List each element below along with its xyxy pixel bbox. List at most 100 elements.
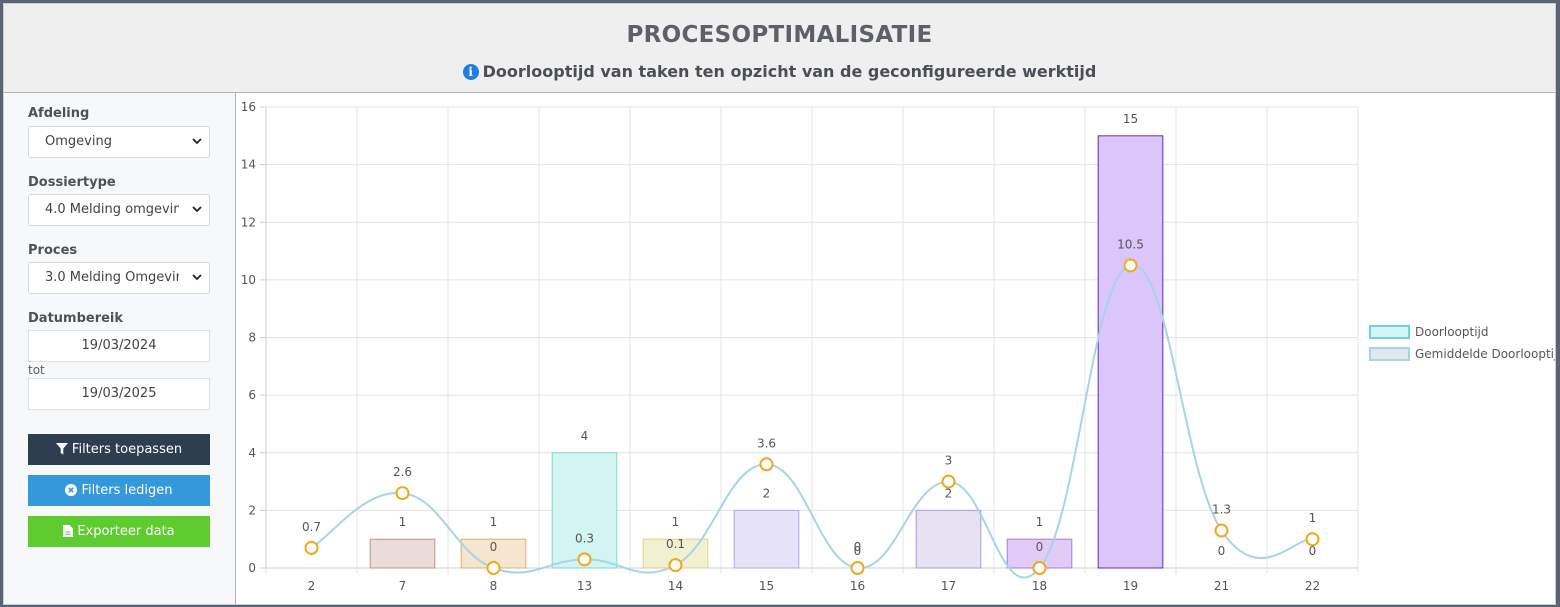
bar-value-label: 1 [672,515,680,529]
y-tick-label: 0 [248,561,256,575]
average-point [759,457,774,472]
file-icon [63,525,74,537]
x-tick-label: 8 [490,579,498,593]
y-tick-label: 16 [241,100,256,114]
x-tick-label: 22 [1305,579,1320,593]
average-value-label: 2.6 [393,465,412,479]
bar-series [369,135,1164,569]
average-value-label: 0 [854,540,862,554]
apply-filters-label: Filters toepassen [71,442,183,457]
bar [369,538,436,569]
line-data-labels: 0.7 2.6 0 0.3 0.1 3.6 0 3 0 10.5 1.3 1 [302,237,1316,554]
afdeling-label: Afdeling [28,106,90,121]
export-data-button[interactable]: Exporteer data [28,516,210,547]
average-point [486,561,501,575]
legend-swatch [1369,347,1410,361]
average-point [941,474,956,489]
y-tick-label: 6 [248,388,256,402]
bar [551,452,618,569]
x-tick-label: 7 [399,579,407,593]
chevron-down-icon [190,127,204,157]
average-value-label: 3.6 [757,436,776,450]
apply-filters-button[interactable]: Filters toepassen [28,434,210,465]
average-point [395,486,410,501]
bar [733,509,800,569]
y-tick-label: 8 [248,331,256,345]
average-value-label: 1 [1309,511,1317,525]
average-value-label: 0.3 [575,531,594,545]
dossiertype-label: Dossiertype [28,175,116,190]
average-value-label: 10.5 [1117,237,1144,251]
average-line [310,264,1313,579]
y-tick-label: 10 [241,273,256,287]
x-tick-label: 21 [1214,579,1229,593]
page-title: PROCESOPTIMALISATIE [626,22,933,48]
chart-grid [265,106,1359,574]
date-from-input[interactable]: 19/03/2024 [28,330,210,362]
average-value-label: 3 [945,454,953,468]
filter-sidebar: Afdeling Omgeving Dossiertype 4.0 Meldin… [4,93,236,604]
y-axis: 0 2 4 6 8 10 12 14 16 [241,100,267,575]
average-point [668,558,683,573]
filter-icon [55,443,68,455]
proces-select[interactable]: 3.0 Melding Omgevingsp [28,262,210,294]
proces-value: 3.0 Melding Omgevingsp [45,270,179,285]
bar-value-label: 1 [1036,515,1044,529]
average-value-label: 0.7 [302,520,321,534]
export-data-label: Exporteer data [77,524,175,539]
bar-value-label: 1 [399,515,407,529]
x-tick-label: 16 [850,579,865,593]
afdeling-select[interactable]: Omgeving [28,126,210,158]
page-subtitle: i Doorlooptijd van taken ten opzicht van … [4,62,1555,81]
y-tick-label: 14 [241,158,256,172]
bar [915,509,982,569]
info-circle-icon: i [462,64,479,80]
y-tick-label: 4 [248,446,256,460]
x-tick-label: 14 [668,579,683,593]
bar-value-label: 1 [490,515,498,529]
x-tick-label: 17 [941,579,956,593]
legend-label: Gemiddelde Doorlooptijd [1415,347,1556,361]
average-point [1214,523,1229,538]
average-point [850,561,865,575]
bar [1097,135,1164,569]
bar-value-label: 4 [581,429,589,443]
datumbereik-label: Datumbereik [28,311,124,326]
average-point [1032,561,1047,575]
average-point [577,552,592,567]
bar-value-label: 2 [945,486,953,500]
bar-value-label: 0 [1218,544,1226,558]
bar-value-label: 0 [854,544,862,558]
average-point [304,540,319,555]
legend-swatch [1369,325,1410,339]
clear-filters-label: Filters ledigen [81,483,173,498]
tot-label: tot [28,363,45,377]
x-tick-label: 18 [1032,579,1047,593]
y-tick-label: 2 [248,503,256,517]
x-tick-label: 15 [759,579,774,593]
chevron-down-icon [190,195,204,225]
x-axis: 2 7 8 13 14 15 16 17 18 19 21 22 [266,567,1358,593]
bar-value-label: 0 [1309,544,1317,558]
x-tick-label: 2 [308,579,316,593]
proces-label: Proces [28,243,78,258]
y-tick-label: 12 [241,215,256,229]
average-point [1123,258,1138,273]
times-circle-icon [65,484,78,496]
dossiertype-select[interactable]: 4.0 Melding omgevingsp [28,194,210,226]
dossiertype-value: 4.0 Melding omgevingsp [45,202,179,217]
subtitle-text: Doorlooptijd van taken ten opzicht van d… [482,62,1097,81]
afdeling-value: Omgeving [45,134,112,149]
x-tick-label: 19 [1123,579,1138,593]
legend-label: Doorlooptijd [1415,325,1488,339]
page-header: PROCESOPTIMALISATIE i Doorlooptijd van ta… [4,4,1555,93]
average-value-label: 0 [1036,540,1044,554]
bar-value-label: 2 [763,486,771,500]
chart-legend: Doorlooptijd Gemiddelde Doorlooptijd [1369,325,1556,361]
app-window: PROCESOPTIMALISATIE i Doorlooptijd van ta… [3,3,1556,605]
average-value-label: 0 [490,540,498,554]
clear-filters-button[interactable]: Filters ledigen [28,475,210,506]
x-tick-label: 13 [577,579,592,593]
date-to-input[interactable]: 19/03/2025 [28,378,210,410]
